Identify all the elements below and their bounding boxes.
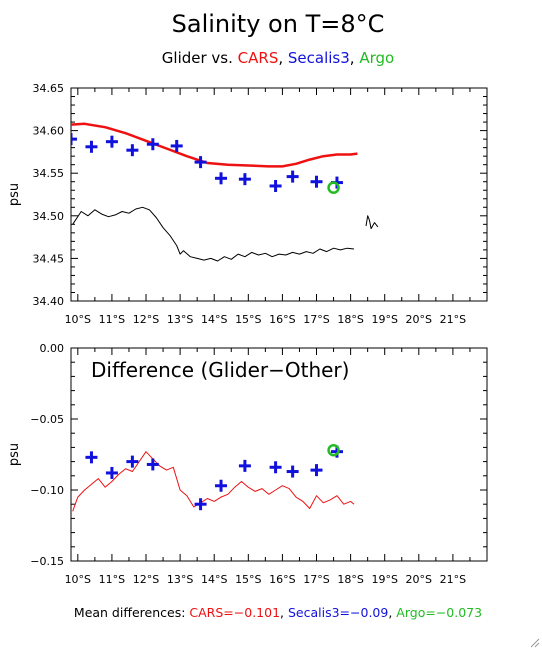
secalis-point [310,464,323,477]
x-tick-label: 19°S [371,573,397,586]
footer-sep1: , [280,605,288,620]
plot-frame [70,347,488,562]
x-tick-label: 18°S [337,573,363,586]
y-tick-label: −0.10 [30,484,64,497]
subtitle-sep2: , [350,49,360,67]
secalis-point [194,498,207,511]
y-tick-label: 34.60 [33,125,65,138]
plot-frame [70,87,488,302]
secalis-point [126,144,139,157]
y-tick-label: 34.40 [33,295,65,308]
difference-panel: −0.15 −0.10 −0.05 0.00 10°S 11°S 12°S 13°S 14°S 1… [7,342,488,586]
footer-secalis: Secalis3=−0.09 [288,605,388,620]
y-tick-label: 0.00 [40,342,65,355]
x-tick-label: 16°S [269,573,295,586]
x-tick-label: 21°S [440,313,466,326]
series-layer [72,443,355,512]
x-tick-label: 13°S [167,313,193,326]
resize-grip-icon[interactable] [528,636,540,648]
x-tick-label: 10°S [65,313,91,326]
secalis-point [269,461,282,474]
panel-title: Difference (Glider−Other) [91,358,349,382]
y-tick-label: 34.50 [33,210,65,223]
x-tick-label: 19°S [371,313,397,326]
secalis-point [286,170,299,183]
y-tick-label: −0.05 [30,413,64,426]
y-tick-label: −0.15 [30,555,64,568]
secalis-point [85,451,98,464]
secalis-point [85,140,98,153]
salinity-panel: 34.40 34.45 34.50 34.55 34.60 34.65 10°S 11°S 12… [7,82,488,326]
secalis-point [105,135,118,148]
footer-argo: Argo=−0.073 [396,605,482,620]
secalis-point [126,455,139,468]
x-tick-label: 20°S [406,573,432,586]
secalis-point [238,173,251,186]
x-tick-label: 13°S [167,573,193,586]
footer-cars: CARS=−0.101 [189,605,280,620]
footer-mean-differences: Mean differences: CARS=−0.101, Secalis3=… [74,605,482,620]
x-tick-label: 17°S [303,573,329,586]
cars-line [71,122,358,168]
secalis-point [310,175,323,188]
y-tick-label: 34.45 [33,252,65,265]
secalis-point [215,479,228,492]
x-tick-label: 12°S [133,573,159,586]
secalis-point [71,133,77,146]
argo-point [327,181,340,194]
y-tick-label: 34.65 [33,82,65,95]
series-layer [71,122,379,262]
x-tick-label: 14°S [201,573,227,586]
footer-sep2: , [388,605,396,620]
secalis-point [105,466,118,479]
x-tick-label: 15°S [235,313,261,326]
subtitle-argo: Argo [359,49,394,67]
secalis-point [146,458,159,471]
secalis-point [269,179,282,192]
argo-point [327,443,340,457]
x-tick-label: 10°S [65,573,91,586]
secalis-point [286,465,299,478]
secalis-point [170,139,183,152]
subtitle-cars: CARS [238,49,279,67]
secalis-point [238,459,251,472]
x-tick-label: 12°S [133,313,159,326]
x-tick-label: 18°S [337,313,363,326]
x-tick-label: 11°S [99,573,125,586]
x-tick-label: 21°S [440,573,466,586]
glider-line [365,215,379,230]
secalis-point [194,156,207,169]
y-axis-label: psu [7,183,22,206]
secalis-point [146,138,159,151]
x-tick-label: 15°S [235,573,261,586]
y-axis-label: psu [7,443,22,466]
subtitle-sep1: , [278,49,288,67]
glider-line [72,206,355,262]
x-tick-label: 14°S [201,313,227,326]
y-tick-label: 34.55 [33,167,65,180]
subtitle-prefix: Glider vs. [162,49,238,67]
chart-title: Salinity on T=8°C [172,10,385,38]
subtitle-secalis: Secalis3 [288,49,350,67]
footer-prefix: Mean differences: [74,605,189,620]
x-tick-label: 17°S [303,313,329,326]
secalis-point [215,172,228,185]
x-tick-label: 20°S [406,313,432,326]
cars-line [72,451,355,512]
chart-subtitle: Glider vs. CARS, Secalis3, Argo [162,49,394,67]
x-tick-label: 16°S [269,313,295,326]
x-tick-label: 11°S [99,313,125,326]
